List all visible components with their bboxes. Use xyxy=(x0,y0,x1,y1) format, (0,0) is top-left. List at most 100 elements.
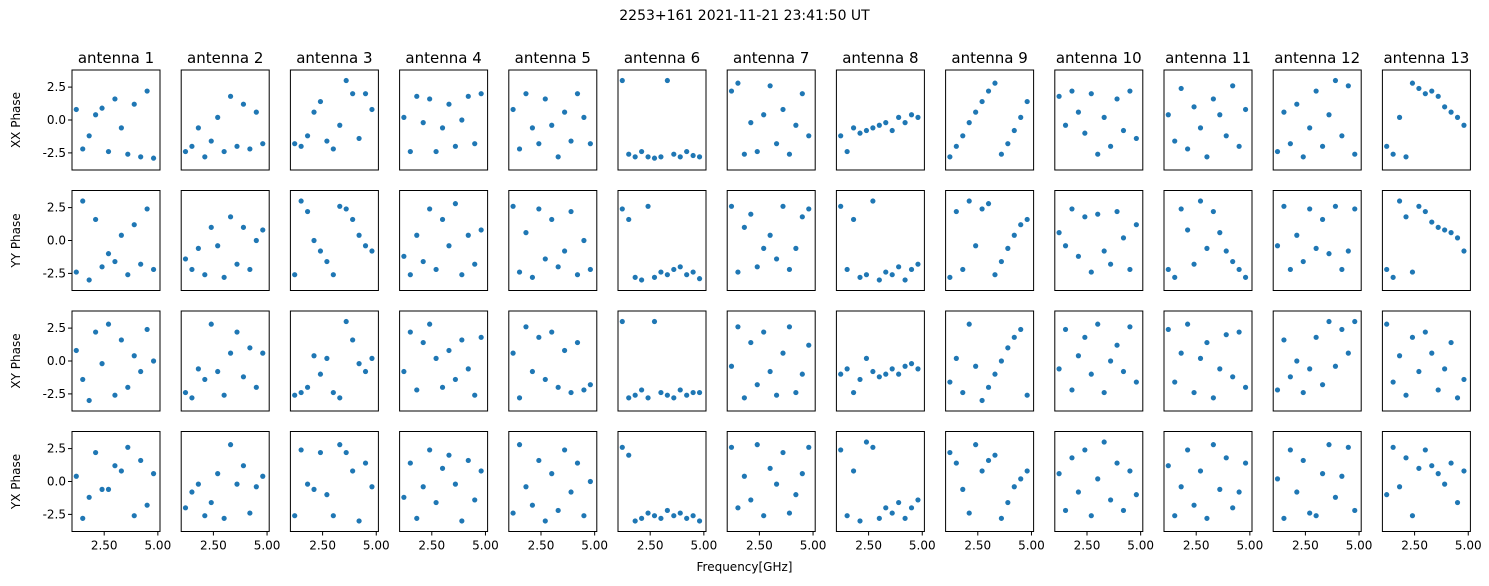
data-point xyxy=(1448,109,1454,115)
data-point xyxy=(1294,232,1300,238)
data-point xyxy=(1082,447,1088,453)
data-point xyxy=(626,151,632,157)
data-point xyxy=(105,321,112,327)
data-point xyxy=(1307,366,1313,372)
data-point xyxy=(973,363,979,369)
data-point xyxy=(979,397,985,404)
data-point xyxy=(189,489,195,495)
data-point xyxy=(838,133,844,139)
data-point xyxy=(908,505,915,511)
data-point xyxy=(741,224,747,230)
data-point xyxy=(1204,245,1210,251)
data-point xyxy=(240,374,247,380)
data-point xyxy=(696,518,703,524)
data-point xyxy=(1442,104,1448,110)
data-point xyxy=(754,148,760,155)
data-point xyxy=(1075,353,1082,359)
data-point xyxy=(195,125,201,131)
data-point xyxy=(793,245,799,251)
panel-xx-phase-antenna-1: antenna 1 -2.5 0.0 2.5 xyxy=(43,49,161,171)
data-point xyxy=(1088,371,1094,377)
panel-yy-phase-antenna-12 xyxy=(1272,190,1362,291)
y-tick-label: 0.0 xyxy=(47,354,66,368)
panel-yy-phase-antenna-8 xyxy=(835,190,925,291)
data-point xyxy=(889,127,895,134)
panel-frame xyxy=(617,69,707,171)
data-point xyxy=(1191,389,1197,396)
data-point xyxy=(446,452,452,458)
data-point xyxy=(1448,460,1454,466)
data-point xyxy=(529,502,536,508)
data-point xyxy=(857,376,863,383)
data-point xyxy=(317,371,324,377)
data-point xyxy=(337,203,343,209)
data-point xyxy=(337,442,343,448)
data-point xyxy=(902,515,908,521)
data-point xyxy=(452,376,458,383)
data-point xyxy=(99,361,105,367)
data-point xyxy=(1018,114,1024,120)
panel-xx-phase-antenna-12: antenna 12 xyxy=(1272,49,1362,171)
data-point xyxy=(677,387,683,393)
panel-xy-phase-antenna-8 xyxy=(835,310,925,412)
data-point xyxy=(1075,489,1082,495)
data-point xyxy=(465,93,471,99)
y-tick-label: 0.0 xyxy=(47,475,66,489)
data-point xyxy=(144,326,150,333)
y-tick-label: 2.5 xyxy=(47,80,66,94)
data-point xyxy=(677,510,683,516)
data-point xyxy=(433,355,439,361)
data-point xyxy=(234,143,240,149)
data-point xyxy=(780,203,786,209)
data-point xyxy=(234,261,240,267)
data-point xyxy=(542,96,548,102)
data-point xyxy=(806,206,812,212)
data-point xyxy=(125,444,131,450)
x-tick-label: 2.50 xyxy=(91,539,118,553)
data-point xyxy=(773,481,780,487)
data-point xyxy=(947,274,953,280)
data-point xyxy=(549,471,555,477)
data-point xyxy=(748,497,754,503)
data-point xyxy=(427,96,433,102)
data-point xyxy=(1223,133,1229,139)
data-point xyxy=(1095,151,1101,157)
data-point xyxy=(221,515,227,521)
data-point xyxy=(465,366,471,372)
x-tick-label: 2.50 xyxy=(1183,539,1210,553)
row-label-xy-phase: XY Phase xyxy=(9,333,23,388)
data-point xyxy=(773,256,780,262)
data-point xyxy=(125,272,131,278)
data-point xyxy=(1352,318,1358,325)
data-point xyxy=(221,148,227,155)
data-point xyxy=(1429,88,1435,94)
panel-yx-phase-antenna-1: -2.5 0.0 2.5 2.50 5.00 xyxy=(43,431,171,553)
data-point xyxy=(247,146,253,152)
x-tick-label: 2.50 xyxy=(964,539,991,553)
data-point xyxy=(953,355,959,361)
panel-xx-phase-antenna-11: antenna 11 xyxy=(1163,49,1253,171)
data-point xyxy=(324,355,330,361)
data-point xyxy=(182,148,189,155)
data-point xyxy=(1011,484,1017,490)
data-point xyxy=(478,468,484,474)
data-point xyxy=(799,214,805,220)
data-point xyxy=(298,447,304,453)
data-point xyxy=(806,342,812,348)
data-point xyxy=(529,274,536,280)
panel-frame xyxy=(508,69,598,171)
data-point xyxy=(343,77,349,84)
data-point xyxy=(260,227,266,233)
panel-frame xyxy=(1381,310,1471,412)
data-point xyxy=(144,88,150,94)
data-point xyxy=(1024,392,1030,398)
data-point xyxy=(1197,198,1204,204)
panel-xy-phase-antenna-4 xyxy=(399,310,489,412)
data-point xyxy=(247,345,253,351)
data-point xyxy=(1403,392,1409,398)
data-point xyxy=(767,465,773,471)
data-point xyxy=(799,471,805,477)
data-point xyxy=(883,269,889,275)
data-point xyxy=(761,112,767,118)
data-point xyxy=(1095,476,1101,482)
